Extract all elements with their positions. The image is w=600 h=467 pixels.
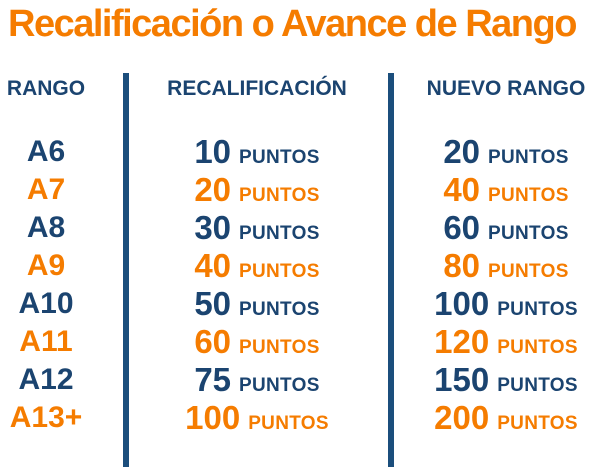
nuevo-rango-points-value: 150 <box>434 361 490 398</box>
recalificacion-points-value: 20 <box>194 171 232 208</box>
nuevo-rango-cell: 150 PUNTOS <box>388 361 600 399</box>
nuevo-rango-cell: 40 PUNTOS <box>388 171 600 209</box>
recalificacion-cell: 10 PUNTOS <box>126 133 388 171</box>
rango-label: A6 <box>26 135 66 168</box>
puntos-unit-label: PUNTOS <box>239 337 320 358</box>
table-row: A7 20 PUNTOS 40 PUNTOS <box>0 171 600 209</box>
rango-label: A13+ <box>9 401 83 434</box>
nuevo-rango-points-value: 80 <box>443 247 481 284</box>
puntos-unit-label: PUNTOS <box>239 299 320 320</box>
table-row: A8 30 PUNTOS 60 PUNTOS <box>0 209 600 247</box>
rango-label: A12 <box>18 363 74 396</box>
nuevo-rango-points-value: 20 <box>443 133 481 170</box>
puntos-unit-label: PUNTOS <box>488 185 569 206</box>
recalificacion-cell: 20 PUNTOS <box>126 171 388 209</box>
nuevo-rango-cell: 20 PUNTOS <box>388 133 600 171</box>
nuevo-rango-cell: 60 PUNTOS <box>388 209 600 247</box>
rango-label: A11 <box>19 325 73 358</box>
puntos-unit-label: PUNTOS <box>497 375 578 396</box>
nuevo-rango-cell: 80 PUNTOS <box>388 247 600 285</box>
recalificacion-points-value: 30 <box>194 209 232 246</box>
recalificacion-points-value: 60 <box>194 323 232 360</box>
rango-label: A8 <box>26 211 66 244</box>
table-row: A13+ 100 PUNTOS 200 PUNTOS <box>0 399 600 437</box>
recalificacion-points-value: 40 <box>194 247 232 284</box>
table-row: A11 60 PUNTOS 120 PUNTOS <box>0 323 600 361</box>
recalificacion-cell: 50 PUNTOS <box>126 285 388 323</box>
table-row: A6 10 PUNTOS 20 PUNTOS <box>0 133 600 171</box>
recalificacion-cell: 30 PUNTOS <box>126 209 388 247</box>
nuevo-rango-points-value: 60 <box>443 209 481 246</box>
column-divider-left <box>123 73 129 467</box>
recalificacion-points-value: 75 <box>194 361 232 398</box>
puntos-unit-label: PUNTOS <box>488 147 569 168</box>
nuevo-rango-points-value: 40 <box>443 171 481 208</box>
table-row: A9 40 PUNTOS 80 PUNTOS <box>0 247 600 285</box>
nuevo-rango-points-value: 120 <box>434 323 490 360</box>
puntos-unit-label: PUNTOS <box>248 413 329 434</box>
recalificacion-cell: 75 PUNTOS <box>126 361 388 399</box>
puntos-unit-label: PUNTOS <box>497 337 578 358</box>
table-header-row: RANGO RECALIFICACIÓN NUEVO RANGO <box>0 76 600 102</box>
nuevo-rango-cell: 120 PUNTOS <box>388 323 600 361</box>
puntos-unit-label: PUNTOS <box>239 147 320 168</box>
table-row: A12 75 PUNTOS 150 PUNTOS <box>0 361 600 399</box>
rango-label: A9 <box>26 249 66 282</box>
recalificacion-points-value: 50 <box>194 285 232 322</box>
column-divider-right <box>388 73 394 467</box>
recalificacion-cell: 40 PUNTOS <box>126 247 388 285</box>
nuevo-rango-points-value: 100 <box>434 285 490 322</box>
nuevo-rango-cell: 200 PUNTOS <box>388 399 600 437</box>
puntos-unit-label: PUNTOS <box>497 413 578 434</box>
rango-label: A10 <box>18 287 74 320</box>
rango-label: A7 <box>26 173 66 206</box>
table-body: A6 10 PUNTOS 20 PUNTOS A7 20 PUNTOS 40 P… <box>0 133 600 437</box>
recalificacion-cell: 60 PUNTOS <box>126 323 388 361</box>
puntos-unit-label: PUNTOS <box>488 261 569 282</box>
puntos-unit-label: PUNTOS <box>239 375 320 396</box>
table-row: A10 50 PUNTOS 100 PUNTOS <box>0 285 600 323</box>
column-header-recalificacion: RECALIFICACIÓN <box>167 77 347 100</box>
recalificacion-cell: 100 PUNTOS <box>126 399 388 437</box>
column-header-nuevo-rango: NUEVO RANGO <box>426 77 586 100</box>
column-header-rango: RANGO <box>6 77 86 100</box>
nuevo-rango-points-value: 200 <box>434 399 490 436</box>
nuevo-rango-cell: 100 PUNTOS <box>388 285 600 323</box>
recalificacion-points-value: 100 <box>185 399 241 436</box>
page-title: Recalificación o Avance de Rango <box>8 3 577 45</box>
puntos-unit-label: PUNTOS <box>239 261 320 282</box>
recalificacion-points-value: 10 <box>194 133 232 170</box>
puntos-unit-label: PUNTOS <box>239 185 320 206</box>
puntos-unit-label: PUNTOS <box>497 299 578 320</box>
puntos-unit-label: PUNTOS <box>239 223 320 244</box>
puntos-unit-label: PUNTOS <box>488 223 569 244</box>
